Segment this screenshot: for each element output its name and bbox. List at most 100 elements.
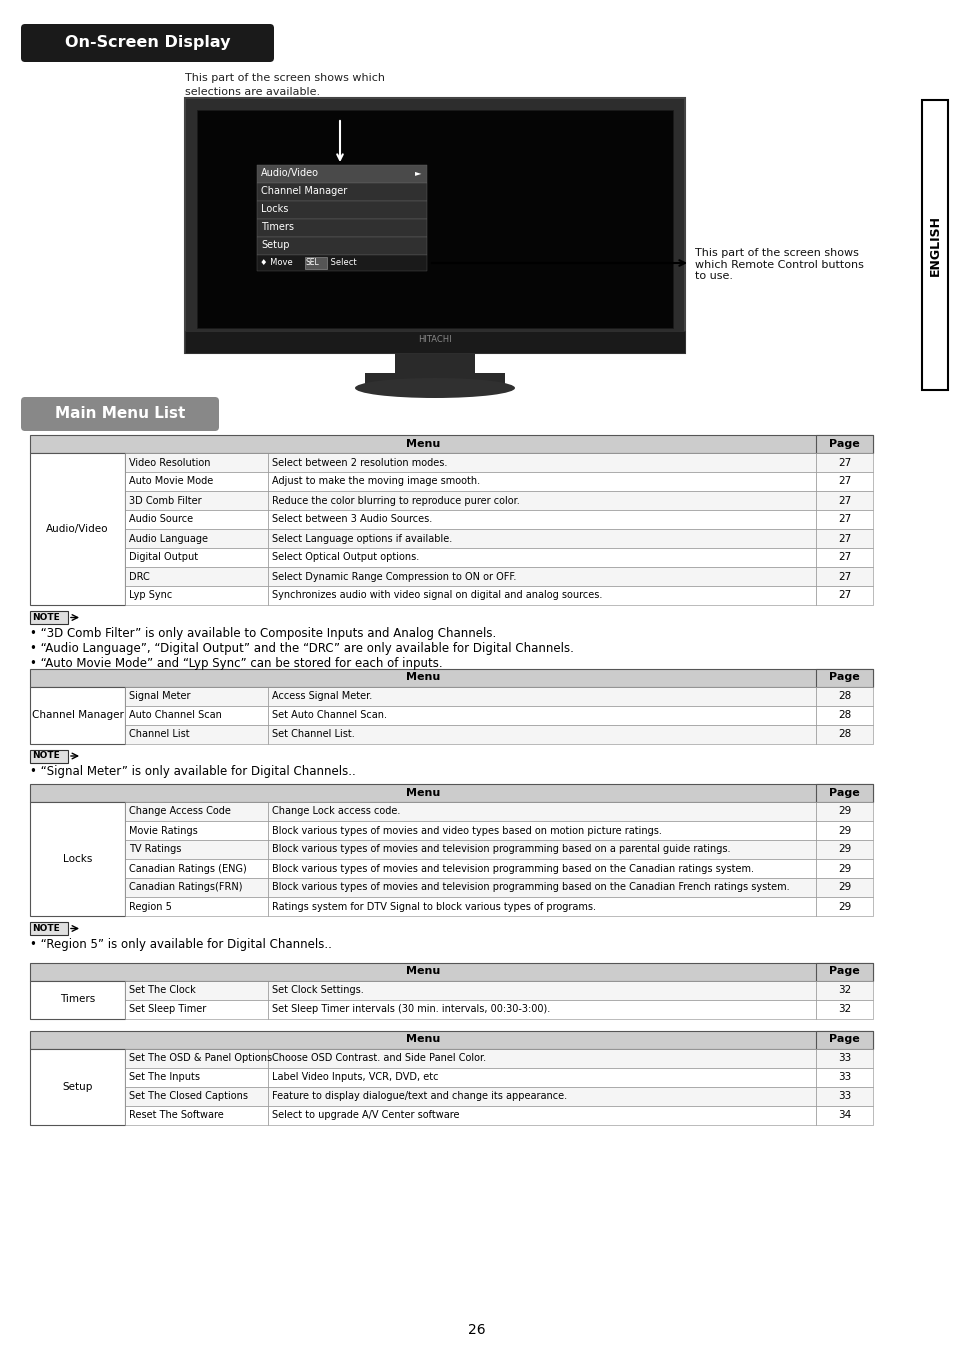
- Text: Canadian Ratings(FRN): Canadian Ratings(FRN): [129, 883, 242, 892]
- Bar: [125, 454, 268, 472]
- Bar: [268, 878, 815, 896]
- Bar: [268, 859, 815, 878]
- Text: Adjust to make the moving image smooth.: Adjust to make the moving image smooth.: [272, 477, 479, 486]
- Bar: [815, 878, 872, 896]
- Text: Movie Ratings: Movie Ratings: [129, 825, 197, 836]
- Text: Audio Language: Audio Language: [129, 533, 208, 544]
- Bar: [815, 1087, 872, 1106]
- Bar: [30, 802, 125, 917]
- Text: TV Ratings: TV Ratings: [129, 845, 181, 855]
- Text: Label Video Inputs, VCR, DVD, etc: Label Video Inputs, VCR, DVD, etc: [272, 1072, 438, 1081]
- Bar: [268, 472, 815, 491]
- Bar: [30, 1049, 125, 1125]
- Text: Set The Closed Captions: Set The Closed Captions: [129, 1091, 248, 1102]
- Text: Audio Source: Audio Source: [129, 514, 193, 525]
- Bar: [268, 510, 815, 529]
- Bar: [30, 687, 125, 744]
- Bar: [268, 840, 815, 859]
- Text: 28: 28: [837, 729, 850, 738]
- Bar: [125, 548, 268, 567]
- Bar: [30, 980, 125, 1018]
- Bar: [256, 201, 427, 219]
- Text: Locks: Locks: [261, 204, 288, 215]
- Bar: [268, 1106, 815, 1125]
- Text: Main Menu List: Main Menu List: [54, 406, 185, 421]
- Text: Feature to display dialogue/text and change its appearance.: Feature to display dialogue/text and cha…: [272, 1091, 566, 1102]
- Text: Set Auto Channel Scan.: Set Auto Channel Scan.: [272, 710, 387, 720]
- Bar: [196, 109, 672, 328]
- Bar: [268, 1068, 815, 1087]
- Text: DRC: DRC: [129, 571, 150, 582]
- Bar: [815, 567, 872, 586]
- Text: Setup: Setup: [62, 1081, 92, 1092]
- Text: 27: 27: [837, 571, 850, 582]
- Bar: [815, 963, 872, 980]
- Bar: [815, 784, 872, 802]
- Bar: [395, 352, 475, 375]
- Text: 26: 26: [468, 1323, 485, 1336]
- Text: 29: 29: [837, 845, 850, 855]
- Text: Set Sleep Timer intervals (30 min. intervals, 00:30-3:00).: Set Sleep Timer intervals (30 min. inter…: [272, 1004, 550, 1014]
- Bar: [268, 1087, 815, 1106]
- Bar: [815, 510, 872, 529]
- Text: 27: 27: [837, 533, 850, 544]
- Text: 27: 27: [837, 552, 850, 563]
- Text: Channel Manager: Channel Manager: [31, 710, 123, 720]
- Bar: [268, 706, 815, 725]
- Bar: [268, 802, 815, 821]
- Text: ►: ►: [415, 167, 421, 177]
- Bar: [815, 896, 872, 917]
- Bar: [30, 749, 68, 763]
- Text: 29: 29: [837, 883, 850, 892]
- Bar: [30, 1030, 872, 1049]
- Bar: [268, 1049, 815, 1068]
- Text: Block various types of movies and television programming based on the Canadian F: Block various types of movies and televi…: [272, 883, 789, 892]
- Text: Channel List: Channel List: [129, 729, 190, 738]
- Bar: [125, 896, 268, 917]
- Text: Reset The Software: Reset The Software: [129, 1110, 224, 1120]
- Text: Auto Movie Mode: Auto Movie Mode: [129, 477, 213, 486]
- Bar: [256, 238, 427, 255]
- Text: NOTE: NOTE: [32, 752, 60, 760]
- FancyBboxPatch shape: [21, 24, 274, 62]
- Text: Menu: Menu: [405, 1034, 439, 1045]
- Text: SEL: SEL: [306, 258, 319, 267]
- Text: NOTE: NOTE: [32, 923, 60, 933]
- Text: Lyp Sync: Lyp Sync: [129, 590, 172, 601]
- Text: Audio/Video: Audio/Video: [46, 524, 109, 535]
- Text: 27: 27: [837, 477, 850, 486]
- Bar: [125, 586, 268, 605]
- Text: Page: Page: [828, 967, 859, 976]
- Text: • “Signal Meter” is only available for Digital Channels..: • “Signal Meter” is only available for D…: [30, 765, 355, 779]
- Bar: [815, 725, 872, 744]
- Bar: [365, 373, 504, 385]
- Bar: [125, 1106, 268, 1125]
- Text: Block various types of movies and television programming based on the Canadian r: Block various types of movies and televi…: [272, 864, 753, 873]
- Bar: [815, 1030, 872, 1049]
- Bar: [815, 802, 872, 821]
- Text: ENGLISH: ENGLISH: [927, 215, 941, 275]
- Bar: [268, 586, 815, 605]
- Bar: [256, 255, 427, 271]
- Text: 34: 34: [837, 1110, 850, 1120]
- Bar: [125, 1068, 268, 1087]
- Text: This part of the screen shows
which Remote Control buttons
to use.: This part of the screen shows which Remo…: [695, 248, 863, 281]
- Bar: [815, 821, 872, 840]
- Text: Menu: Menu: [405, 672, 439, 683]
- Text: 28: 28: [837, 691, 850, 701]
- Bar: [268, 821, 815, 840]
- Text: Select Dynamic Range Compression to ON or OFF.: Select Dynamic Range Compression to ON o…: [272, 571, 516, 582]
- Text: Set Sleep Timer: Set Sleep Timer: [129, 1004, 206, 1014]
- Bar: [30, 454, 125, 605]
- Bar: [30, 668, 872, 687]
- Bar: [125, 859, 268, 878]
- Bar: [256, 165, 427, 184]
- Bar: [125, 802, 268, 821]
- Text: Menu: Menu: [405, 788, 439, 798]
- Text: Select Language options if available.: Select Language options if available.: [272, 533, 452, 544]
- Text: This part of the screen shows which: This part of the screen shows which: [185, 73, 385, 82]
- Bar: [815, 1068, 872, 1087]
- Bar: [268, 491, 815, 510]
- Ellipse shape: [355, 378, 515, 398]
- Bar: [815, 529, 872, 548]
